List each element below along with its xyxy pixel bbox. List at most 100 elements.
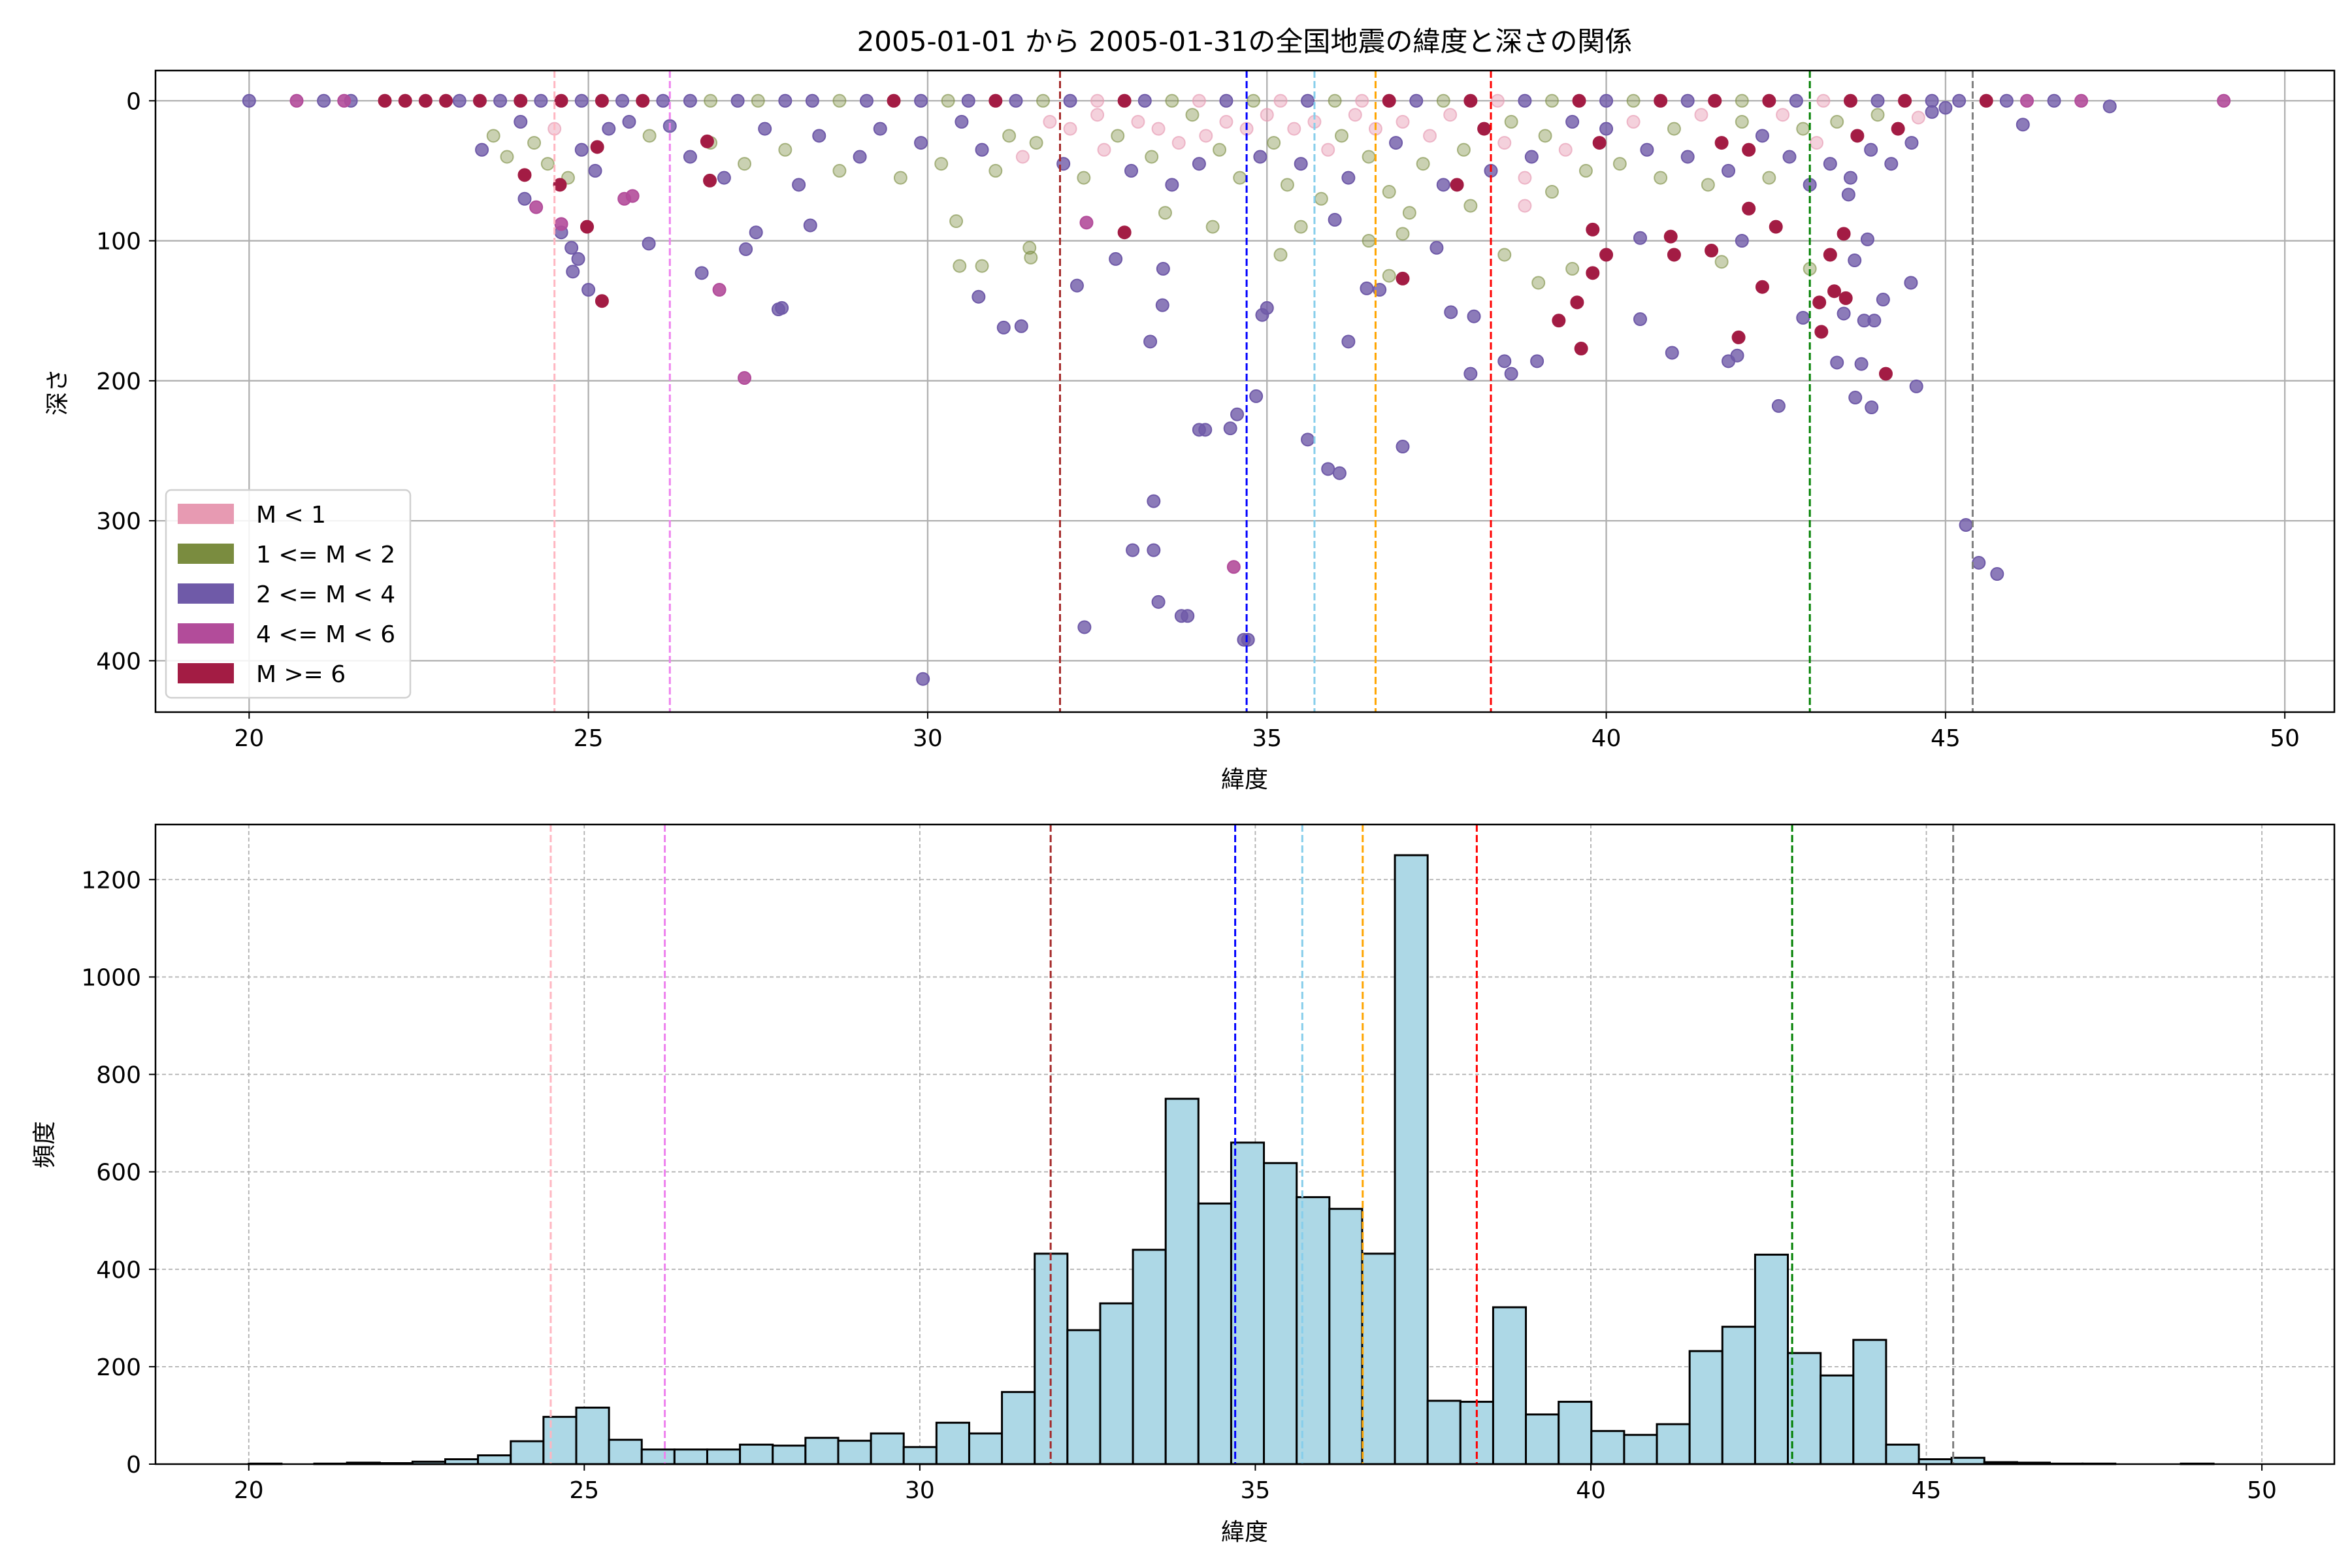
scatter-point bbox=[805, 93, 819, 108]
scatter-point bbox=[581, 283, 596, 297]
x-tick-label: 20 bbox=[234, 1477, 264, 1504]
scatter-point bbox=[1467, 309, 1481, 323]
scatter-point bbox=[1952, 93, 1967, 108]
scatter-point bbox=[853, 150, 867, 164]
scatter-point bbox=[1524, 150, 1539, 164]
scatter-point bbox=[1531, 276, 1546, 290]
histogram-bar bbox=[1066, 1329, 1102, 1465]
scatter-point bbox=[1990, 567, 2004, 581]
scatter-point bbox=[1848, 391, 1863, 405]
scatter-point bbox=[683, 93, 697, 108]
scatter-point bbox=[738, 371, 752, 385]
scatter-point bbox=[1147, 494, 1161, 508]
scatter-point bbox=[739, 242, 753, 256]
scatter-point bbox=[749, 225, 763, 240]
scatter-point bbox=[1147, 543, 1161, 557]
scatter-point bbox=[398, 93, 412, 108]
scatter-point bbox=[564, 240, 579, 255]
scatter-point bbox=[1898, 93, 1912, 108]
scatter-point bbox=[751, 93, 765, 108]
scatter-point bbox=[975, 142, 989, 157]
scatter-point bbox=[1544, 93, 1559, 108]
y-tick-label: 200 bbox=[96, 1354, 141, 1381]
scatter-point bbox=[590, 140, 604, 154]
scatter-point bbox=[1029, 136, 1043, 150]
scatter-point bbox=[1174, 609, 1188, 623]
histogram-bar bbox=[673, 1448, 708, 1465]
x-tick-label: 30 bbox=[905, 1477, 935, 1504]
scatter-point bbox=[1355, 93, 1369, 108]
histogram-bar bbox=[1263, 1162, 1298, 1465]
scatter-point bbox=[1314, 191, 1328, 206]
scatter-point bbox=[1079, 216, 1094, 230]
scatter-point bbox=[1002, 129, 1017, 143]
legend-label: M < 1 bbox=[256, 502, 326, 529]
scatter-point bbox=[1497, 354, 1512, 368]
scatter-point bbox=[1158, 206, 1172, 220]
scatter-point bbox=[1796, 122, 1810, 136]
scatter-point bbox=[1714, 255, 1729, 269]
scatter-point bbox=[615, 93, 630, 108]
scatter-point bbox=[1436, 93, 1450, 108]
chart-title: 2005-01-01 から 2005-01-31の全国地震の緯度と深さの関係 bbox=[857, 25, 1633, 57]
scatter-point bbox=[1938, 101, 1953, 115]
scatter-point bbox=[703, 173, 717, 188]
scatter-point bbox=[289, 93, 304, 108]
scatter-point bbox=[1518, 171, 1532, 185]
scatter-point bbox=[738, 157, 752, 171]
scatter-point bbox=[694, 266, 709, 280]
scatter-point bbox=[1273, 248, 1288, 262]
scatter-point bbox=[475, 142, 489, 157]
scatter-point bbox=[1633, 231, 1647, 245]
scatter-point bbox=[1904, 136, 1919, 150]
scatter-point bbox=[1848, 253, 1862, 268]
scatter-point bbox=[527, 136, 542, 150]
scatter-point bbox=[1463, 93, 1478, 108]
y-tick-label: 300 bbox=[96, 508, 141, 535]
scatter-point bbox=[1396, 227, 1410, 241]
scatter-point bbox=[1131, 114, 1145, 129]
y-tick-label: 400 bbox=[96, 648, 141, 675]
scatter-point bbox=[1850, 129, 1865, 143]
scatter-point bbox=[1701, 178, 1715, 192]
x-tick-label: 35 bbox=[1241, 1477, 1271, 1504]
scatter-point bbox=[517, 168, 532, 182]
scatter-point bbox=[1843, 171, 1857, 185]
histogram-bar bbox=[968, 1432, 1004, 1465]
scatter-point bbox=[534, 93, 548, 108]
scatter-point bbox=[1360, 281, 1374, 295]
scatter-point bbox=[1626, 114, 1641, 129]
scatter-point bbox=[1843, 93, 1857, 108]
scatter-point bbox=[1667, 122, 1681, 136]
scatter-point bbox=[717, 171, 731, 185]
scatter-point bbox=[2016, 118, 2030, 132]
x-tick-label: 50 bbox=[2247, 1477, 2277, 1504]
scatter-point bbox=[1959, 518, 1973, 532]
scatter-point bbox=[1769, 220, 1783, 234]
histogram-bar bbox=[1099, 1302, 1134, 1465]
histogram-bar bbox=[1394, 854, 1429, 1465]
scatter-point bbox=[1124, 163, 1139, 178]
scatter-point bbox=[1335, 129, 1349, 143]
histogram-bar bbox=[706, 1448, 742, 1465]
scatter-point bbox=[1223, 421, 1237, 436]
scatter-point bbox=[1705, 244, 1719, 258]
scatter-point bbox=[1249, 389, 1264, 403]
scatter-point bbox=[1782, 150, 1797, 164]
scatter-point bbox=[1151, 595, 1166, 609]
scatter-point bbox=[2074, 93, 2089, 108]
scatter-point bbox=[1999, 93, 2014, 108]
scatter-point bbox=[1126, 543, 1140, 557]
scatter-point bbox=[1755, 129, 1769, 143]
scatter-point bbox=[1854, 357, 1869, 371]
scatter-point bbox=[1722, 163, 1736, 178]
scatter-point bbox=[1823, 157, 1837, 171]
histogram-bar bbox=[1590, 1429, 1625, 1465]
scatter-point bbox=[1063, 93, 1077, 108]
scatter-point bbox=[1586, 266, 1600, 280]
scatter-point bbox=[571, 252, 585, 266]
histogram-bar bbox=[1688, 1350, 1723, 1465]
scatter-point bbox=[622, 114, 636, 129]
x-tick-label: 45 bbox=[1912, 1477, 1942, 1504]
scatter-point bbox=[2102, 99, 2117, 114]
